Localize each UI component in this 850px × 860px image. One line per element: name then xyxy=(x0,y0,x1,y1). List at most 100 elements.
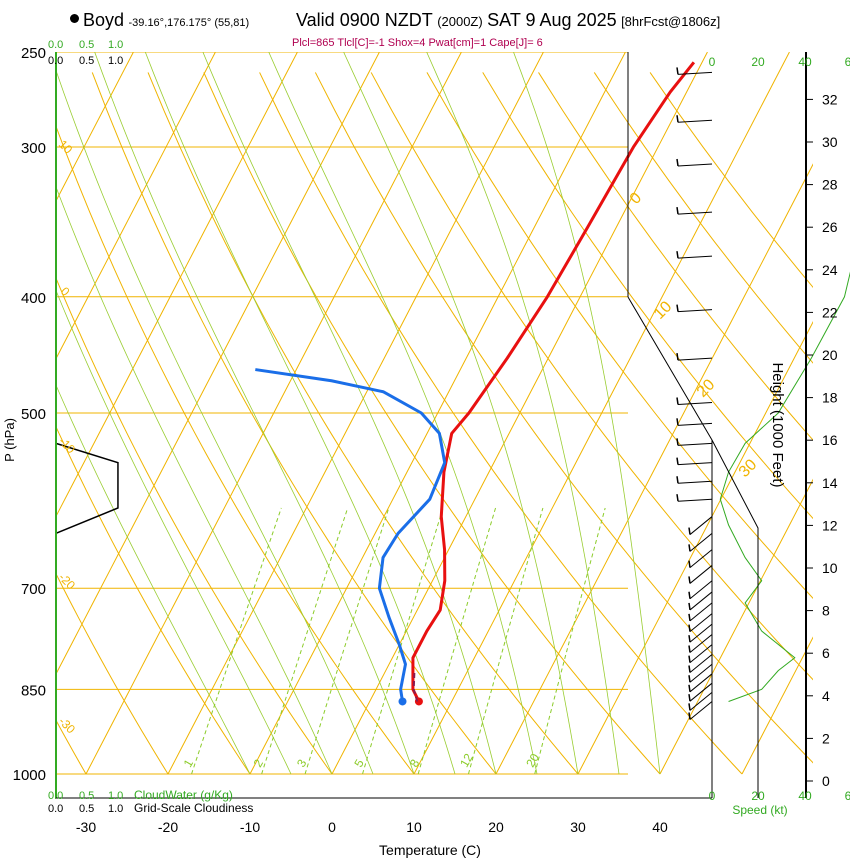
mixing-ratio-label: 20 xyxy=(523,751,542,770)
dry-adiabat-line xyxy=(649,72,813,289)
wind-barb-flag xyxy=(676,67,679,75)
moist-adiabat-line xyxy=(144,52,456,775)
wind-barb xyxy=(677,71,713,75)
speed-tick-top: 40 xyxy=(798,55,812,69)
cloudiness-scale-bottom: 1.0 xyxy=(108,803,123,815)
height-tick-label: 14 xyxy=(822,475,838,491)
isotherm-line xyxy=(741,636,813,775)
mixing-ratio-label: 5 xyxy=(351,757,367,770)
station-coords: -39.16°,176.175° (55,81) xyxy=(128,17,250,29)
wind-barb xyxy=(689,532,713,552)
wind-barb-flag xyxy=(688,602,691,611)
wind-barb-flag xyxy=(688,694,691,702)
speed-tick-top: 0 xyxy=(709,55,716,69)
station-header: Boyd -39.16°,176.175° (55,81) xyxy=(70,10,249,31)
isotherm-line xyxy=(495,163,813,775)
wind-barb-flag xyxy=(676,438,679,446)
cloud-water-scale-top: 1.0 xyxy=(108,39,123,51)
height-tick-label: 0 xyxy=(822,773,830,789)
speed-label: Speed (kt) xyxy=(732,803,787,817)
cloudiness-profile xyxy=(55,442,119,535)
wind-barb-flag xyxy=(688,645,691,653)
height-tick-label: 12 xyxy=(822,517,838,533)
dry-adiabat-line xyxy=(593,72,813,364)
cloudiness-scale-top: 0.0 xyxy=(48,55,63,67)
isotherm-line xyxy=(56,52,216,360)
diagonal-boundary xyxy=(627,296,759,798)
wind-barb-flag xyxy=(688,684,691,692)
cloudiness-scale-bottom: 0.5 xyxy=(79,803,94,815)
wind-barb xyxy=(689,623,713,643)
isotherm-line xyxy=(577,320,813,775)
wind-barb xyxy=(689,580,713,600)
height-tick-label: 2 xyxy=(822,730,830,746)
cloudiness-scale-bottom: 0.0 xyxy=(48,803,63,815)
wind-barb-flag xyxy=(676,457,679,465)
wind-barb-flag xyxy=(688,544,691,552)
wind-barb xyxy=(677,119,713,123)
cloud-water-scale-bottom: 1.0 xyxy=(108,790,123,802)
dry-adiabat-line xyxy=(56,276,333,775)
station-dot-icon xyxy=(70,14,79,23)
wind-barb-flag xyxy=(688,655,691,663)
mixing-ratio-line xyxy=(362,507,444,775)
wind-barb-flag xyxy=(688,576,691,584)
height-axis-label: Height (1000 Feet) xyxy=(769,362,786,487)
height-tick-label: 28 xyxy=(822,177,838,193)
height-tick-label: 10 xyxy=(822,560,838,576)
parcel-line xyxy=(412,670,419,702)
isotherm-line xyxy=(249,52,626,775)
mixing-ratio-line xyxy=(304,507,390,775)
x-tick-label: -30 xyxy=(76,819,96,835)
wind-barb-flag xyxy=(688,675,691,683)
y-axis-label: P (hPa) xyxy=(2,418,17,462)
wind-barb-flag xyxy=(688,635,691,643)
dry-adiabat-line xyxy=(56,572,169,775)
cloud-water-label: CloudWater (g/Kg) xyxy=(134,788,233,802)
mixing-ratio-label: 1 xyxy=(181,757,197,770)
wind-barb xyxy=(689,613,713,633)
dry-adiabat-line xyxy=(56,125,415,775)
wind-speed-profile xyxy=(719,271,850,702)
background-lines xyxy=(56,52,813,775)
x-tick-label: -20 xyxy=(158,819,178,835)
height-tick-label: 30 xyxy=(822,134,838,150)
height-tick-label: 4 xyxy=(822,688,830,704)
wind-barb xyxy=(689,516,713,535)
dry-adiabat-line xyxy=(56,425,251,775)
zulu-time: (2000Z) xyxy=(437,14,483,29)
wind-barb xyxy=(689,549,713,569)
wind-barb xyxy=(689,654,713,673)
wind-barb-flag xyxy=(676,353,679,361)
wind-barb-flag xyxy=(676,115,679,123)
pressure-tick-label: 700 xyxy=(21,581,46,598)
x-tick-label: 40 xyxy=(652,819,668,835)
mixing-ratio-line xyxy=(261,507,349,775)
mixing-ratio-label: 3 xyxy=(294,757,310,770)
wind-barb xyxy=(677,498,713,502)
isotherm-line xyxy=(56,52,380,676)
moist-adiabat-line xyxy=(426,52,620,775)
wind-barb xyxy=(689,565,713,584)
dry-adiabat-line xyxy=(259,72,743,775)
axes: 1 2 3 5 8 12 200102030100-10-20-30250300400500… xyxy=(2,39,850,858)
theta-label: -20 xyxy=(56,570,78,592)
pressure-tick-label: 250 xyxy=(21,45,46,62)
wind-barb-flag xyxy=(676,418,679,426)
wind-barb-flag xyxy=(688,665,691,673)
isotherm-label: 0 xyxy=(627,189,645,207)
speed-tick-bottom: 20 xyxy=(751,789,765,803)
pressure-tick-label: 1000 xyxy=(13,767,46,784)
isotherm-line xyxy=(413,52,790,775)
x-axis-label: Temperature (C) xyxy=(379,842,481,858)
cloudiness-label: Grid-Scale Cloudiness xyxy=(134,801,253,815)
x-tick-label: -10 xyxy=(240,819,260,835)
wind-barb-flag xyxy=(688,703,691,711)
forecast-info: [8hrFcst@1806z] xyxy=(621,14,721,29)
speed-tick-bottom: 40 xyxy=(798,789,812,803)
dry-adiabat-line xyxy=(203,72,661,775)
height-tick-label: 32 xyxy=(822,91,838,107)
wind-barb-flag xyxy=(676,304,679,312)
wind-barb-flag xyxy=(688,712,691,720)
